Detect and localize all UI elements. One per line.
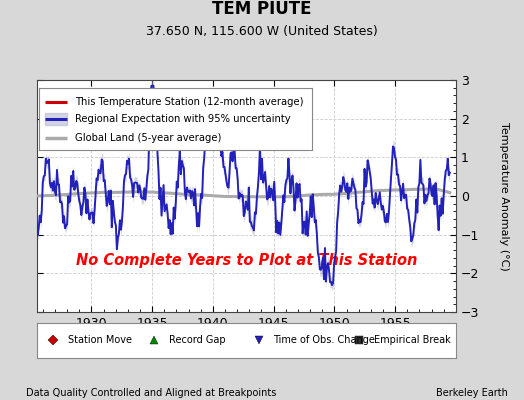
Text: Regional Expectation with 95% uncertainty: Regional Expectation with 95% uncertaint…	[75, 114, 290, 124]
Text: Empirical Break: Empirical Break	[374, 335, 451, 345]
Text: Time of Obs. Change: Time of Obs. Change	[274, 335, 375, 345]
Text: Global Land (5-year average): Global Land (5-year average)	[75, 133, 221, 143]
Text: This Temperature Station (12-month average): This Temperature Station (12-month avera…	[75, 97, 303, 107]
Text: Data Quality Controlled and Aligned at Breakpoints: Data Quality Controlled and Aligned at B…	[26, 388, 277, 398]
Text: TEM PIUTE: TEM PIUTE	[212, 0, 312, 18]
Text: Station Move: Station Move	[68, 335, 132, 345]
Y-axis label: Temperature Anomaly (°C): Temperature Anomaly (°C)	[498, 122, 509, 270]
Text: Berkeley Earth: Berkeley Earth	[436, 388, 508, 398]
Text: Record Gap: Record Gap	[169, 335, 225, 345]
Text: No Complete Years to Plot at This Station: No Complete Years to Plot at This Statio…	[75, 254, 417, 268]
Text: 37.650 N, 115.600 W (United States): 37.650 N, 115.600 W (United States)	[146, 25, 378, 38]
